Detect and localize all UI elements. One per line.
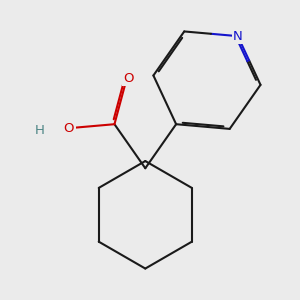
Text: O: O <box>64 122 74 135</box>
Text: N: N <box>233 30 243 43</box>
Text: O: O <box>123 72 133 85</box>
Text: H: H <box>34 124 44 137</box>
